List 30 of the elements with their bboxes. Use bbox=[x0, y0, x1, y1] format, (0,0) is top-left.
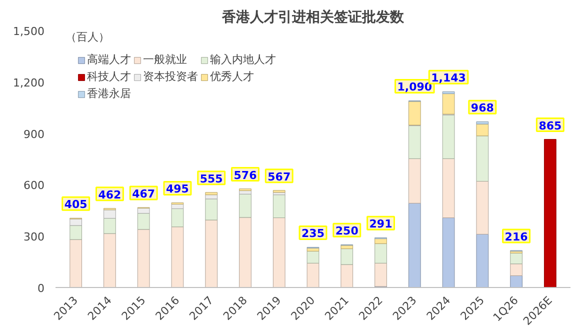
total-label: 555 bbox=[200, 172, 223, 186]
legend-label: 资本投资者 bbox=[143, 69, 198, 84]
total-label: 405 bbox=[64, 198, 88, 212]
y-tick-label: 900 bbox=[24, 128, 45, 141]
total-label: 865 bbox=[538, 119, 562, 132]
annotation: （百人） bbox=[66, 30, 110, 44]
y-tick-label: 600 bbox=[24, 179, 45, 192]
total-label: 1,090 bbox=[397, 80, 432, 94]
total-label: 250 bbox=[335, 224, 359, 238]
total-label: 1,143 bbox=[431, 72, 466, 85]
legend-label: 一般就业 bbox=[143, 52, 187, 67]
y-tick-label: 1,500 bbox=[13, 25, 45, 38]
y-tick-label: 1,200 bbox=[13, 76, 45, 90]
legend-label: 高端人才 bbox=[87, 52, 131, 67]
total-label: 576 bbox=[234, 168, 258, 182]
y-tick-label: 300 bbox=[24, 230, 45, 244]
total-label: 968 bbox=[470, 102, 494, 115]
total-label: 467 bbox=[132, 187, 156, 200]
chart-title: 香港人才引进相关签证批发数 bbox=[221, 8, 405, 26]
total-label: 462 bbox=[98, 188, 122, 202]
legend-label: 输入内地人才 bbox=[210, 52, 276, 67]
y-tick-label: 0 bbox=[38, 282, 44, 295]
legend-label: 香港永居 bbox=[87, 86, 131, 101]
total-label: 235 bbox=[302, 227, 324, 240]
legend-label: 优秀人才 bbox=[210, 69, 254, 84]
total-label: 567 bbox=[268, 170, 291, 184]
total-label: 291 bbox=[369, 218, 392, 231]
total-label: 216 bbox=[504, 230, 528, 244]
total-label: 495 bbox=[166, 182, 189, 196]
legend-label: 科技人才 bbox=[87, 69, 131, 84]
